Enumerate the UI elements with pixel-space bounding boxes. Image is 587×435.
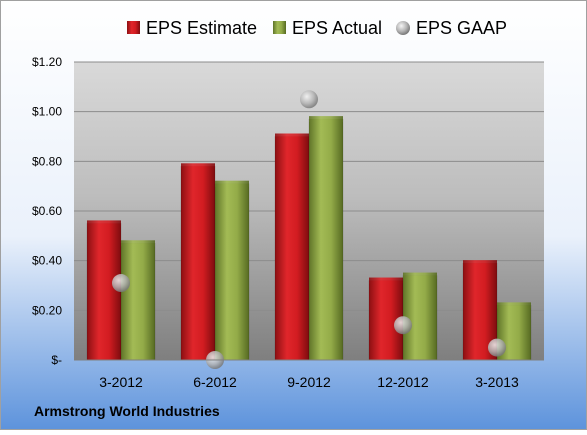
bar-cap [309,116,343,123]
bar-cap [369,277,403,284]
bars [86,116,532,361]
bar-cap [403,272,437,279]
y-tick-label: $0.80 [32,154,62,168]
y-tick-label: $1.00 [32,105,62,119]
legend-swatch-eps-actual [273,21,286,34]
x-tick-label: 12-2012 [377,374,429,390]
legend-label-eps-actual: EPS Actual [292,18,382,38]
bar-cap [181,163,215,170]
y-tick-label: $1.20 [32,55,62,69]
legend-label-eps-gaap: EPS GAAP [416,18,507,38]
legend: EPS Estimate EPS Actual EPS GAAP [127,18,507,38]
bar-eps-actual [214,183,250,361]
x-tick-label: 3-2012 [99,374,143,390]
bar-cap [215,180,249,187]
bar-eps-actual [308,118,344,361]
legend-label-eps-estimate: EPS Estimate [146,18,257,38]
bar-cap [121,240,155,247]
bar-eps-estimate [86,223,122,361]
bar-cap [497,302,531,309]
x-tick-label: 6-2012 [193,374,237,390]
x-tick-label: 3-2013 [475,374,519,390]
legend-swatch-eps-gaap [396,21,410,35]
bar-eps-actual [120,243,156,361]
legend-swatch-eps-estimate [127,21,140,34]
y-tick-label: $0.60 [32,204,62,218]
y-tick-label: $0.20 [32,303,62,317]
point-eps-gaap [488,338,506,357]
x-axis-ticks: 3-2012 6-2012 9-2012 12-2012 3-2013 [99,374,519,390]
point-eps-gaap [300,90,318,109]
y-tick-label: $- [51,353,62,367]
y-tick-label: $0.40 [32,254,62,268]
point-eps-gaap [394,316,412,335]
bar-eps-actual [402,275,438,361]
bar-cap [275,133,309,140]
chart-footer-company: Armstrong World Industries [34,403,220,419]
y-axis-ticks: $- $0.20 $0.40 $0.60 $0.80 $1.00 $1.20 [32,55,62,367]
bar-eps-estimate [274,136,310,361]
bar-cap [87,220,121,227]
point-eps-gaap [112,274,130,293]
bar-cap [463,260,497,267]
x-tick-label: 9-2012 [287,374,331,390]
bar-eps-estimate [180,166,216,361]
